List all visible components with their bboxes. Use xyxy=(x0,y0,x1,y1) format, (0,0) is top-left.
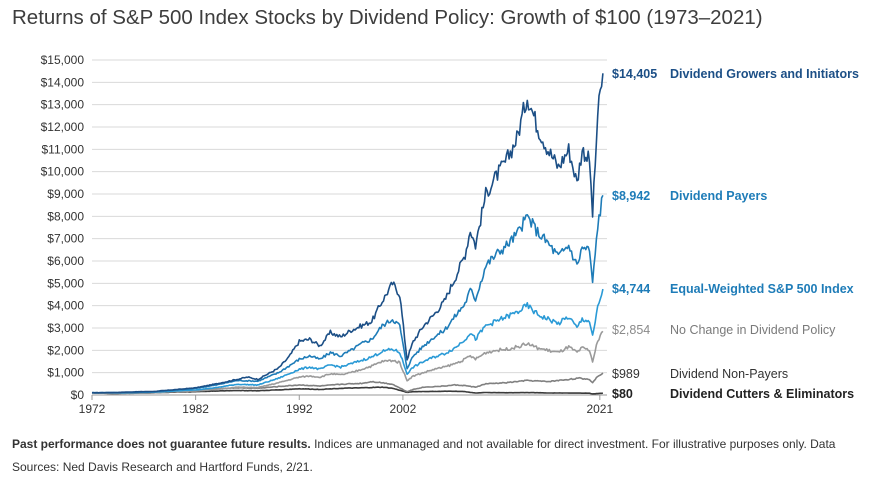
y-tick-label: $2,000 xyxy=(47,343,84,357)
series-name-label: Dividend Cutters & Eliminators xyxy=(670,387,854,401)
footnote-disclaimer: Past performance does not guarantee futu… xyxy=(12,437,311,451)
y-tick-label: $8,000 xyxy=(47,209,84,223)
series-line xyxy=(92,73,604,394)
series-name-label: Dividend Non-Payers xyxy=(670,367,788,381)
series-end-value: $989 xyxy=(612,367,640,381)
series-line xyxy=(91,194,604,394)
series-end-value: $80 xyxy=(612,387,633,401)
series-name-label: Dividend Payers xyxy=(670,189,767,203)
y-tick-label: $4,000 xyxy=(47,299,84,313)
x-axis: 1972 1982 1992 2002 2021 xyxy=(79,395,613,416)
y-tick-label: $15,000 xyxy=(41,53,85,67)
y-tick-label: $13,000 xyxy=(41,98,85,112)
y-tick-label: $5,000 xyxy=(47,276,84,290)
footnote: Past performance does not guarantee futu… xyxy=(12,433,872,479)
series-name-label: Equal-Weighted S&P 500 Index xyxy=(670,282,854,296)
x-tick-label: 1982 xyxy=(182,402,209,416)
chart-title: Returns of S&P 500 Index Stocks by Divid… xyxy=(12,6,763,29)
y-tick-label: $6,000 xyxy=(47,254,84,268)
y-tick-label: $1,000 xyxy=(47,366,84,380)
series-lines xyxy=(91,73,604,395)
series-end-value: $4,744 xyxy=(612,282,650,296)
y-tick-label: $7,000 xyxy=(47,232,84,246)
y-tick-label: $14,000 xyxy=(41,75,85,89)
y-tick-label: $9,000 xyxy=(47,187,84,201)
y-tick-label: $10,000 xyxy=(41,165,85,179)
series-end-value: $14,405 xyxy=(612,67,657,81)
series-labels: $14,405 Dividend Growers and Initiators $8… xyxy=(612,67,859,401)
y-tick-label: $3,000 xyxy=(47,321,84,335)
footnote-text: Indices are unmanaged and not available … xyxy=(12,437,836,474)
x-tick-label: 1992 xyxy=(286,402,313,416)
y-tick-label: $0 xyxy=(71,388,85,402)
series-line xyxy=(92,330,604,394)
series-name-label: No Change in Dividend Policy xyxy=(670,323,836,337)
x-tick-label: 2021 xyxy=(586,402,613,416)
series-end-value: $2,854 xyxy=(612,323,650,337)
series-line xyxy=(91,288,604,394)
line-chart: $0 $1,000 $2,000 $3,000 $4,000 $5,000 $6,000 $7… xyxy=(41,53,859,416)
series-end-value: $8,942 xyxy=(612,189,650,203)
series-name-label: Dividend Growers and Initiators xyxy=(670,67,859,81)
y-tick-label: $11,000 xyxy=(42,142,85,156)
x-tick-label: 1972 xyxy=(79,402,106,416)
y-axis: $0 $1,000 $2,000 $3,000 $4,000 $5,000 $6,000 $7… xyxy=(41,53,85,402)
gridlines xyxy=(92,59,607,396)
x-tick-label: 2002 xyxy=(390,402,417,416)
y-tick-label: $12,000 xyxy=(41,120,85,134)
